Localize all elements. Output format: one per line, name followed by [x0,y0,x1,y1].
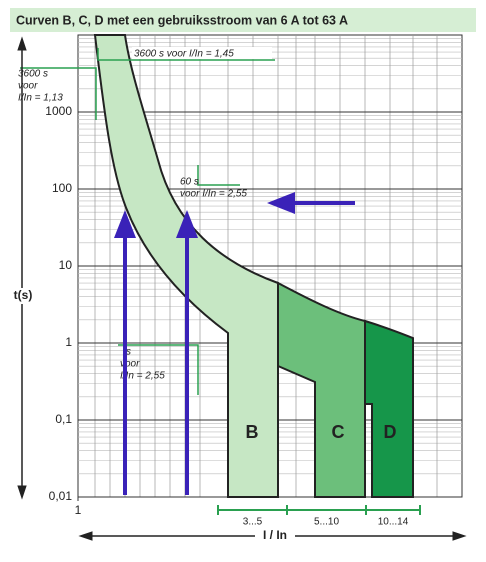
annotation: I/In = 2,55 [120,371,165,382]
annotation: voor I/In = 2,55 [180,189,247,200]
y-axis-label: t(s) [14,288,33,302]
y-tick-label: 100 [52,181,72,195]
band-d [364,319,414,498]
x-tick-label: 1 [75,503,82,517]
annotation: I/In = 1,13 [18,93,63,104]
annotation: 3600 s voor I/In = 1,45 [134,49,234,60]
y-axis-arrow [17,36,27,500]
chart-title: Curven B, C, D met een gebruiksstroom va… [16,13,348,27]
range-bracket [217,505,288,515]
annotation: 60 s [180,177,199,188]
range-bracket [286,505,367,515]
annotation-leaders [20,48,275,395]
band-label: D [384,422,397,442]
band-label: B [246,422,259,442]
y-tick-label: 0,1 [55,412,72,426]
y-tick-label: 0,01 [49,489,73,503]
range-label: 10...14 [378,517,409,528]
annotation-bg [132,47,272,59]
y-label-bg [10,288,36,304]
y-tick-label: 1000 [45,104,72,118]
x-label-bg [255,528,295,544]
y-tick-label: 10 [59,258,73,272]
band-label: C [332,422,345,442]
x-axis-label: I / In [263,528,287,542]
title-bar [10,8,476,32]
range-bracket [365,505,421,515]
annotation: 3600 s [18,69,48,80]
arrows [114,192,355,495]
annotation: s [126,347,131,358]
band-c [277,281,366,498]
range-label: 5...10 [314,517,339,528]
y-tick-label: 1 [65,335,72,349]
range-label: 3...5 [243,517,263,528]
annotation: voor [18,81,38,92]
annotation: voor [120,359,140,370]
